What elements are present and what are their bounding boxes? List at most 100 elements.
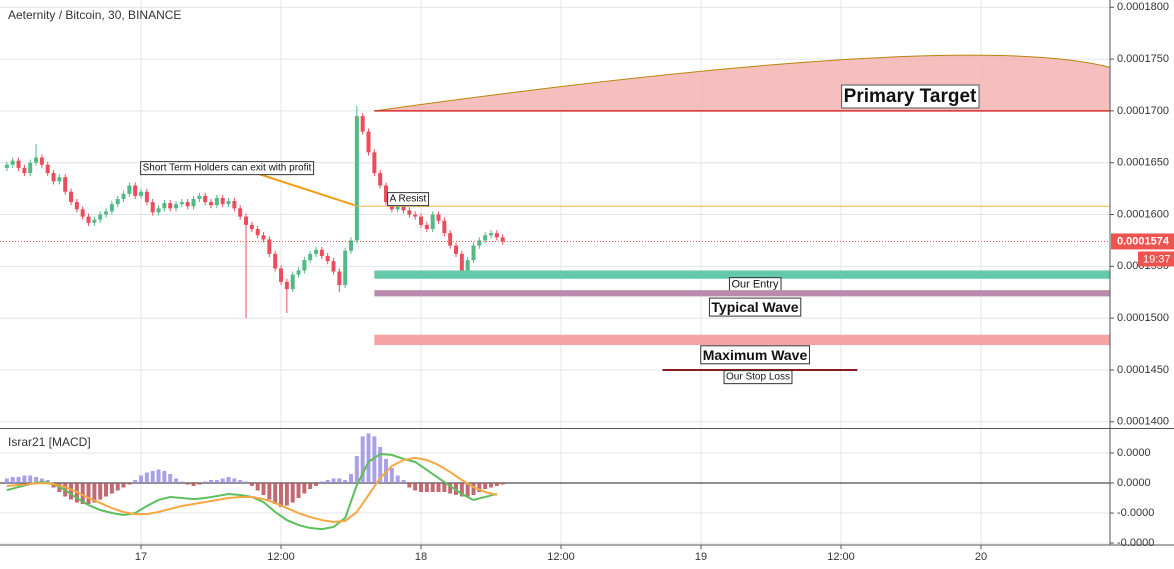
candle-body: [209, 202, 214, 206]
target-label-box: [841, 84, 980, 109]
histogram-bar: [401, 479, 406, 483]
histogram-bar: [22, 475, 27, 483]
histogram-bar: [139, 475, 144, 483]
candle-body: [144, 191, 149, 203]
histogram-bar: [98, 482, 103, 500]
histogram-bar: [366, 433, 371, 483]
histogram-bar: [308, 482, 313, 490]
candle-body: [349, 240, 354, 251]
x-tick-label: 17: [135, 551, 147, 563]
x-tick-label: 12:00: [827, 551, 855, 563]
histogram-bar: [174, 478, 179, 483]
histogram-bar: [28, 475, 33, 483]
histogram-bar: [249, 482, 254, 486]
target-label: Primary Target: [844, 86, 977, 107]
histogram-bar: [314, 482, 319, 486]
candle-body: [354, 116, 359, 241]
y-tick-label: -0.0000: [1117, 537, 1154, 549]
candle-body: [442, 220, 447, 234]
histogram-bar: [395, 475, 400, 483]
last-price-box: [1111, 233, 1174, 250]
candle-body: [4, 164, 9, 168]
histogram-bar: [214, 479, 219, 483]
histogram-bar: [500, 482, 505, 485]
candle-body: [150, 202, 155, 213]
candle-body: [331, 261, 336, 272]
candle-body: [302, 260, 307, 271]
line-label-box: [387, 192, 430, 207]
candle-body: [419, 216, 424, 225]
candle-body: [238, 208, 243, 217]
candle-body: [413, 214, 418, 217]
x-tick-label: 19: [695, 551, 707, 563]
candle-body: [296, 270, 301, 275]
histogram-bar: [430, 482, 435, 493]
candle-body: [448, 233, 453, 246]
histogram-bar: [448, 482, 453, 494]
histogram-bar: [232, 478, 237, 483]
candle-body: [454, 245, 459, 254]
candle-body: [69, 191, 74, 203]
y-tick-label: 0.0001600: [1117, 208, 1169, 220]
line-label: Short Term Holders can exit with profit: [143, 163, 312, 174]
zone-label-box: [700, 345, 810, 365]
candle-body: [255, 229, 260, 236]
histogram-bar: [16, 476, 21, 483]
histogram-bar: [279, 482, 284, 508]
candle-body: [179, 202, 184, 205]
candle-body: [45, 164, 50, 174]
histogram-bar: [337, 478, 342, 483]
countdown-box: [1138, 251, 1174, 267]
candle-body: [267, 239, 272, 254]
histogram-bar: [185, 482, 190, 485]
candle-body: [401, 206, 406, 211]
histogram-bar: [407, 482, 412, 488]
histogram-bar: [80, 482, 85, 505]
histogram-bar: [273, 482, 278, 505]
histogram-bar: [267, 482, 272, 500]
histogram-bar: [319, 481, 324, 483]
zone-label: Maximum Wave: [703, 347, 808, 363]
candle-body: [436, 214, 441, 221]
candle-body: [477, 240, 482, 246]
histogram-bar: [133, 479, 138, 483]
histogram-bar: [284, 482, 289, 506]
candle-body: [360, 116, 365, 132]
candle-body: [232, 201, 237, 209]
histogram-bar: [121, 482, 126, 488]
histogram-bar: [69, 482, 74, 500]
candle-body: [74, 202, 79, 210]
indicator-line: [6, 456, 498, 524]
histogram-bar: [465, 482, 470, 497]
candle-body: [372, 152, 377, 174]
y-tick-label: 0.0001650: [1117, 157, 1169, 169]
candle-body: [197, 195, 202, 199]
histogram-bar: [261, 482, 266, 496]
candle-body: [63, 177, 68, 192]
candle-body: [28, 162, 33, 174]
candle-body: [156, 208, 161, 213]
candle-body: [483, 235, 488, 241]
candle-body: [343, 250, 348, 285]
histogram-bar: [372, 436, 377, 483]
candle-body: [284, 281, 289, 290]
histogram-bar: [168, 473, 173, 483]
x-tick-label: 18: [415, 551, 427, 563]
histogram-bar: [477, 482, 482, 493]
y-tick-label: 0.0001500: [1117, 312, 1169, 324]
candle-body: [459, 253, 464, 271]
histogram-bar: [471, 482, 476, 496]
histogram-bar: [34, 476, 39, 483]
candle-body: [319, 249, 324, 256]
marks-layer: [4, 105, 505, 531]
line-label: Our Stop Loss: [726, 372, 790, 383]
histogram-bar: [331, 478, 336, 483]
candle-body: [220, 197, 225, 205]
histogram-bar: [150, 470, 155, 483]
candle-body: [279, 268, 284, 282]
zone-label-box: [708, 297, 802, 317]
y-tick-label: 0.0001700: [1117, 105, 1169, 117]
time-axis-bg: [0, 545, 1174, 569]
